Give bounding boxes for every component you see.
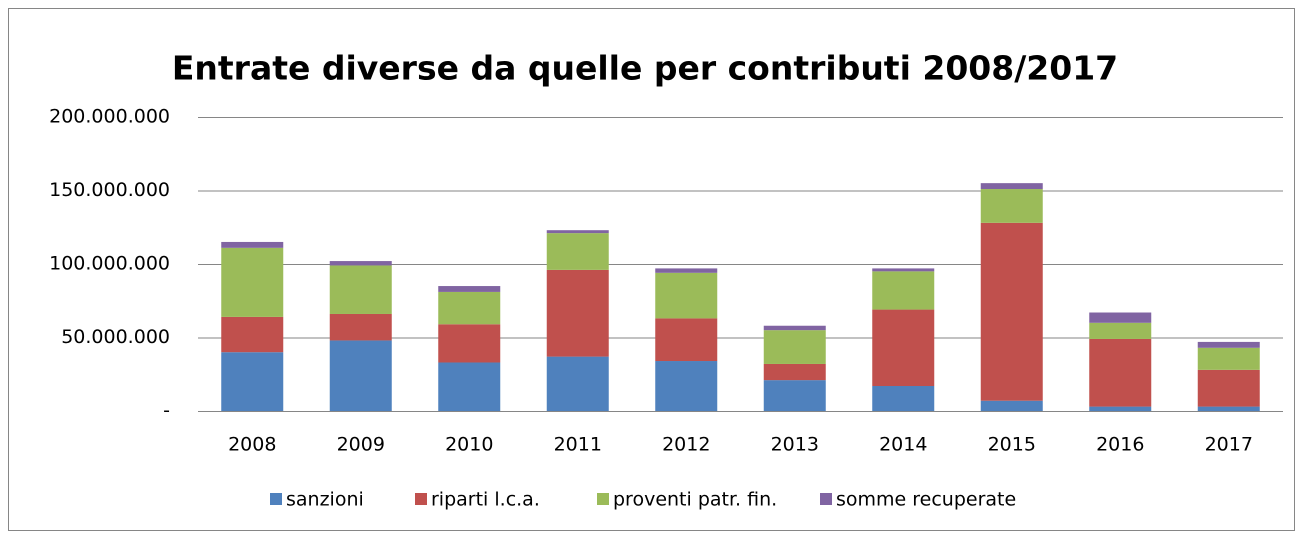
legend-swatch [415, 493, 427, 505]
bar-segment [980, 189, 1043, 223]
bar-segment [221, 316, 284, 353]
y-tick-label: 150.000.000 [49, 179, 170, 201]
bar-segment [655, 318, 718, 362]
bar-segment [438, 362, 501, 411]
bar-segment [438, 324, 501, 363]
bar-segment [329, 313, 392, 341]
bar-segment [1197, 347, 1260, 370]
bar-segment [1089, 406, 1152, 411]
x-tick-label: 2011 [554, 434, 602, 456]
x-tick-label: 2016 [1096, 434, 1144, 456]
legend-label: riparti l.c.a. [431, 489, 540, 511]
x-tick-label: 2013 [771, 434, 819, 456]
bar-segment [546, 269, 609, 357]
legend-label: sanzioni [286, 489, 364, 511]
legend-swatch [597, 493, 609, 505]
legend-label: proventi patr. fin. [613, 489, 777, 511]
bar-segment [980, 400, 1043, 411]
legend-label: somme recuperate [836, 489, 1016, 511]
x-tick-label: 2009 [337, 434, 385, 456]
bar-segment [329, 261, 392, 266]
y-tick-label: 100.000.000 [49, 253, 170, 275]
bar-segment [872, 309, 935, 387]
bar-segment [221, 241, 284, 248]
x-tick-label: 2008 [228, 434, 276, 456]
bar-segment [980, 183, 1043, 190]
bar-segment [872, 268, 935, 272]
bar-segment [546, 230, 609, 234]
chart-title: Entrate diverse da quelle per contributi… [172, 49, 1118, 88]
bar-segment [763, 380, 826, 411]
bar-segment [655, 361, 718, 411]
x-tick-label: 2017 [1205, 434, 1253, 456]
y-tick-label: 200.000.000 [49, 106, 170, 128]
legend-swatch [270, 493, 282, 505]
bar-segment [329, 265, 392, 314]
bar-segment [1089, 338, 1152, 407]
legend-swatch [820, 493, 832, 505]
bar-segment [1089, 312, 1152, 323]
bar-segment [221, 247, 284, 317]
bar-segment [763, 325, 826, 331]
bar-segment [1197, 341, 1260, 348]
bar-segment [763, 363, 826, 381]
bar-segment [980, 222, 1043, 401]
x-tick-label: 2012 [662, 434, 710, 456]
bar-segment [872, 386, 935, 411]
y-tick-label: - [163, 400, 170, 422]
bar-segment [438, 286, 501, 292]
bar-segment [329, 340, 392, 411]
bar-segment [655, 268, 718, 273]
bar-segment [546, 356, 609, 411]
bar-segment [221, 352, 284, 411]
bar-segment [872, 271, 935, 310]
bar-segment [1197, 369, 1260, 407]
bar-segment [546, 233, 609, 270]
bar-segment [438, 291, 501, 325]
x-tick-label: 2014 [879, 434, 927, 456]
bar-segment [1197, 406, 1260, 411]
bar-segment [1089, 322, 1152, 339]
bar-segment [655, 272, 718, 319]
bar-segment [763, 330, 826, 364]
x-tick-label: 2015 [988, 434, 1036, 456]
x-tick-label: 2010 [445, 434, 493, 456]
y-tick-label: 50.000.000 [61, 326, 170, 348]
